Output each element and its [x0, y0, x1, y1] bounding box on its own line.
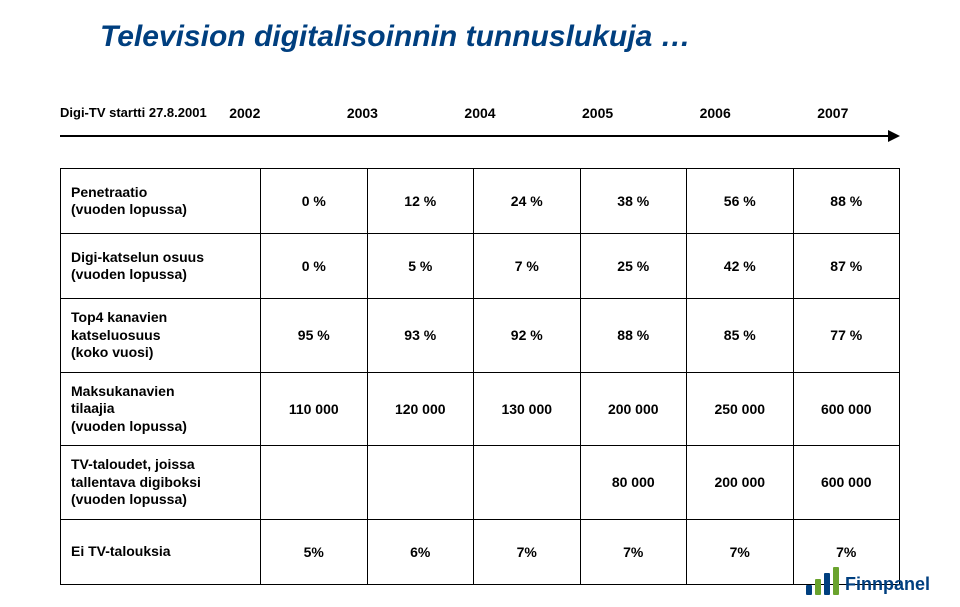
row-label: Penetraatio(vuoden lopussa) — [61, 169, 261, 234]
finnpanel-logo-bars-icon — [806, 567, 839, 595]
table-cell: 5% — [261, 519, 368, 584]
timeline-year: 2004 — [464, 105, 495, 121]
timeline-year: 2002 — [229, 105, 260, 121]
table-cell: 77 % — [793, 299, 900, 373]
table-cell: 0 % — [261, 169, 368, 234]
data-table: Penetraatio(vuoden lopussa)0 %12 %24 %38… — [60, 168, 900, 585]
timeline-year: 2003 — [347, 105, 378, 121]
timeline-arrow-icon — [888, 130, 900, 142]
table-row: Digi-katselun osuus(vuoden lopussa)0 %5 … — [61, 234, 900, 299]
timeline-line — [60, 135, 890, 137]
table-cell: 600 000 — [793, 372, 900, 446]
logo-bar — [806, 585, 812, 595]
table-cell: 93 % — [367, 299, 474, 373]
finnpanel-logo-text: Finnpanel — [845, 574, 930, 595]
table-cell — [474, 446, 581, 520]
table-cell: 38 % — [580, 169, 687, 234]
table-cell: 110 000 — [261, 372, 368, 446]
table-cell: 5 % — [367, 234, 474, 299]
logo-bar — [824, 573, 830, 595]
table-cell: 6% — [367, 519, 474, 584]
table-row: Penetraatio(vuoden lopussa)0 %12 %24 %38… — [61, 169, 900, 234]
table-cell: 92 % — [474, 299, 581, 373]
table-cell: 130 000 — [474, 372, 581, 446]
data-table-body: Penetraatio(vuoden lopussa)0 %12 %24 %38… — [61, 169, 900, 585]
logo-bar — [815, 579, 821, 595]
table-cell: 42 % — [687, 234, 794, 299]
table-cell: 87 % — [793, 234, 900, 299]
table-cell: 7% — [687, 519, 794, 584]
slide: Television digitalisoinnin tunnuslukuja … — [0, 0, 960, 607]
table-cell: 7 % — [474, 234, 581, 299]
table-cell: 56 % — [687, 169, 794, 234]
table-cell: 250 000 — [687, 372, 794, 446]
table-cell: 120 000 — [367, 372, 474, 446]
timeline-year: 2006 — [700, 105, 731, 121]
table-row: Ei TV-talouksia5%6%7%7%7%7% — [61, 519, 900, 584]
row-label: TV-taloudet, joissatallentava digiboksi(… — [61, 446, 261, 520]
table-cell: 600 000 — [793, 446, 900, 520]
timeline-year: 2007 — [817, 105, 848, 121]
logo-bar — [833, 567, 839, 595]
table-cell: 88 % — [793, 169, 900, 234]
table-cell — [261, 446, 368, 520]
table-cell: 12 % — [367, 169, 474, 234]
row-label: Ei TV-talouksia — [61, 519, 261, 584]
row-label: Top4 kanavienkatseluosuus(koko vuosi) — [61, 299, 261, 373]
table-cell: 88 % — [580, 299, 687, 373]
table-row: Top4 kanavienkatseluosuus(koko vuosi)95 … — [61, 299, 900, 373]
slide-title: Television digitalisoinnin tunnuslukuja … — [100, 20, 691, 54]
table-cell: 7% — [474, 519, 581, 584]
timeline: Digi-TV startti 27.8.2001 20022003200420… — [60, 105, 900, 155]
table-cell: 95 % — [261, 299, 368, 373]
table-cell: 25 % — [580, 234, 687, 299]
table-row: TV-taloudet, joissatallentava digiboksi(… — [61, 446, 900, 520]
table-row: Maksukanavientilaajia(vuoden lopussa)110… — [61, 372, 900, 446]
row-label: Maksukanavientilaajia(vuoden lopussa) — [61, 372, 261, 446]
table-cell: 85 % — [687, 299, 794, 373]
table-cell: 200 000 — [580, 372, 687, 446]
table-cell: 24 % — [474, 169, 581, 234]
data-table-wrap: Penetraatio(vuoden lopussa)0 %12 %24 %38… — [60, 168, 900, 585]
timeline-years: 2002 2003 2004 2005 2006 2007 — [60, 105, 900, 127]
finnpanel-logo: Finnpanel — [806, 567, 930, 595]
row-label: Digi-katselun osuus(vuoden lopussa) — [61, 234, 261, 299]
timeline-year: 2005 — [582, 105, 613, 121]
table-cell: 200 000 — [687, 446, 794, 520]
table-cell: 0 % — [261, 234, 368, 299]
table-cell: 80 000 — [580, 446, 687, 520]
table-cell: 7% — [580, 519, 687, 584]
table-cell — [367, 446, 474, 520]
